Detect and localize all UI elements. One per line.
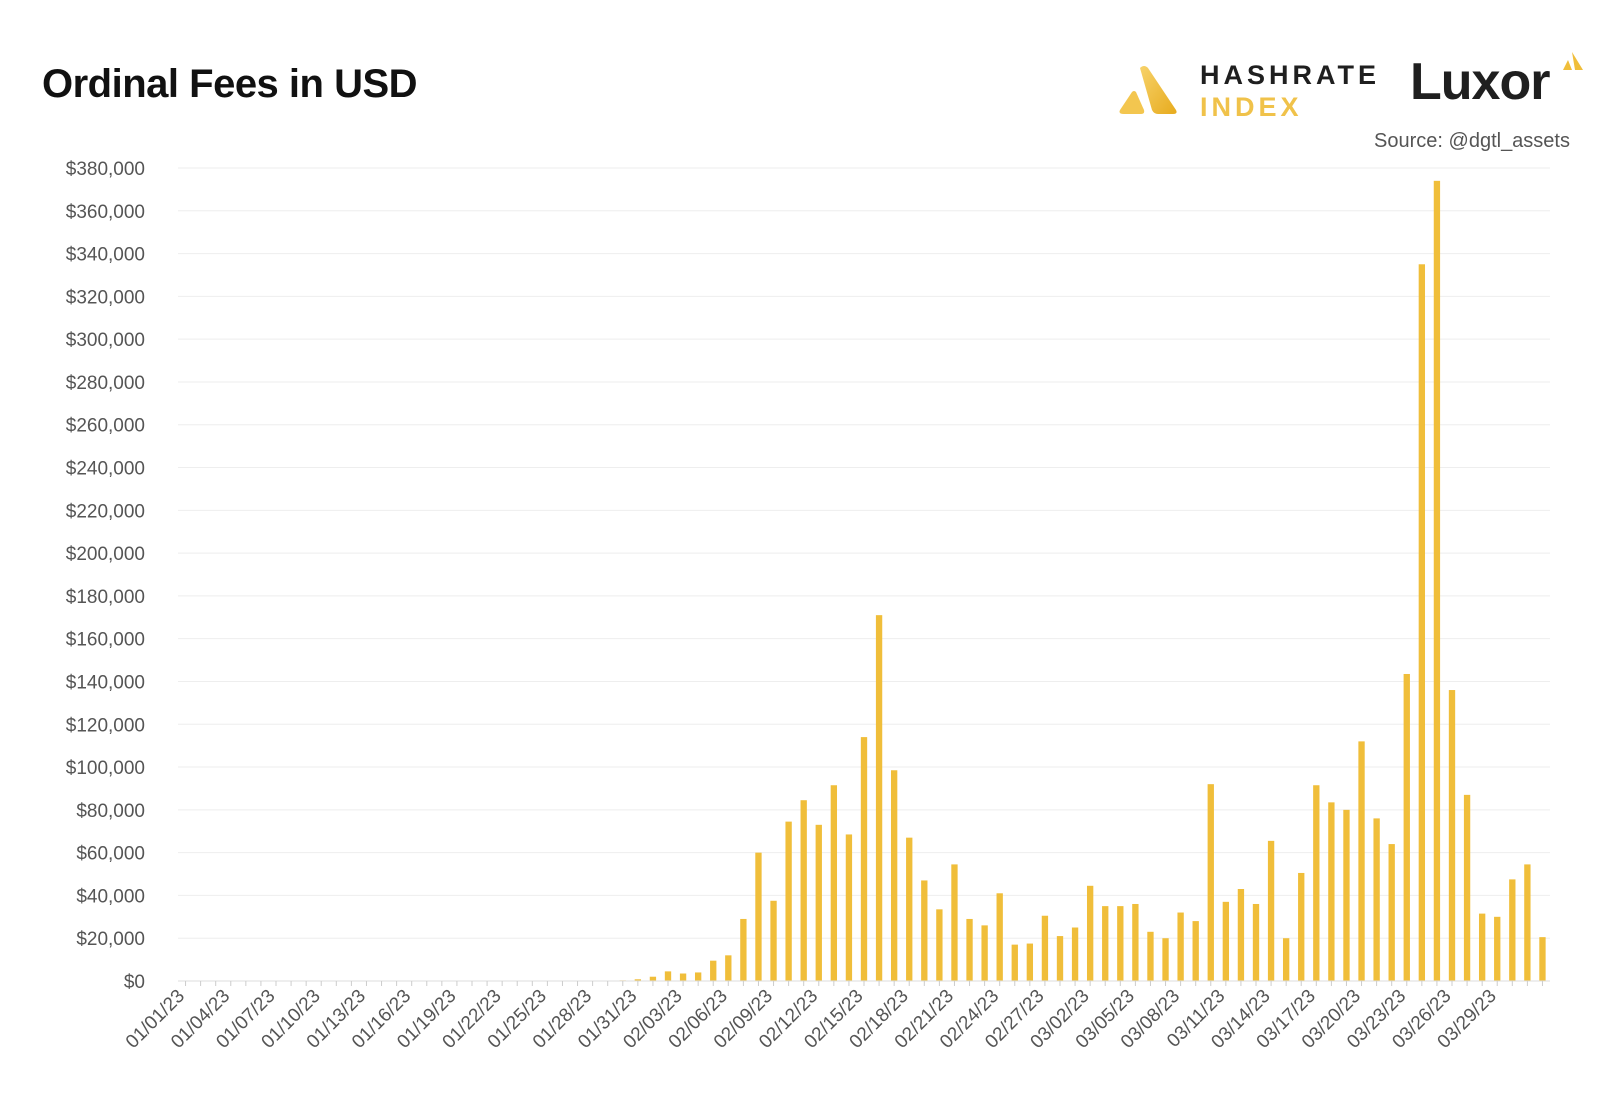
y-tick-label: $160,000 [66,630,145,651]
bar [1373,818,1380,981]
bar [634,979,642,981]
y-tick-label: $380,000 [66,159,145,180]
y-tick-label: $340,000 [66,245,145,266]
bar [921,880,928,981]
y-tick-label: $200,000 [66,544,145,565]
bar [1056,936,1064,981]
bar [710,960,717,981]
bar [1132,903,1139,981]
y-axis-tick-labels: $0 $20,000 $40,000 $60,000 $80,000 $100,000 $1… [66,159,145,993]
bar [966,918,973,981]
bar [1102,906,1109,981]
bar [1162,938,1169,981]
bar [1071,927,1079,981]
hashrate-index-icon [1119,66,1177,114]
y-tick-label: $40,000 [76,886,145,907]
chart-title: Ordinal Fees in USD [42,62,418,106]
y-tick-label: $220,000 [66,501,145,522]
y-tick-label: $0 [124,972,145,993]
bar [951,864,958,981]
bar [679,973,687,981]
source-note: Source: @dgtl_assets [1374,130,1570,152]
y-tick-label: $140,000 [66,672,145,693]
bar [785,821,792,981]
bar [1177,912,1184,981]
bar [1509,879,1516,981]
y-tick-label: $320,000 [66,287,145,308]
brand-hashrate-text: HASHRATE [1200,60,1380,90]
bar [1328,802,1335,981]
bar [740,918,747,981]
bar [1313,785,1320,981]
bar [1298,872,1305,981]
bar [1418,264,1426,981]
hashrate-index-logo: HASHRATE INDEX [1118,58,1378,122]
bar [1388,844,1395,981]
y-tick-label: $360,000 [66,202,145,223]
bar [725,955,732,981]
bar [1026,943,1034,981]
bar [1282,938,1290,981]
bar [1117,906,1124,981]
bar [1237,889,1245,981]
brand-luxor-text: Luxor [1410,53,1550,111]
bar [890,770,898,981]
bar [1011,944,1018,981]
bar [981,925,988,981]
x-axis: 01/01/2301/04/2301/07/2301/10/2301/13/23… [122,980,1550,1053]
bar [1358,741,1365,981]
bar [694,972,702,981]
bar [1222,901,1230,981]
bar [1252,903,1260,981]
luxor-icon [1563,52,1583,70]
y-tick-label: $20,000 [76,929,145,950]
bar [996,893,1003,981]
bar [664,971,672,981]
bar [906,837,913,981]
bar [1478,913,1486,981]
luxor-logo: Luxor [1410,52,1590,122]
bar [770,900,777,981]
bar [1147,931,1154,981]
bar [1524,864,1531,981]
bar [1192,921,1199,981]
y-tick-label: $240,000 [66,459,145,480]
bar [936,909,943,981]
y-tick-label: $120,000 [66,715,145,736]
brand-index-text: INDEX [1200,92,1303,122]
bars [604,180,1546,981]
bar [875,615,883,981]
bar [1539,937,1546,981]
bar [1041,915,1049,981]
y-tick-label: $260,000 [66,416,145,437]
bar [649,976,657,981]
bar [1267,840,1275,981]
bar [1494,916,1501,981]
bar [1433,180,1441,981]
y-tick-label: $100,000 [66,758,145,779]
bar [1463,794,1471,981]
bar [1086,885,1094,981]
y-tick-label: $80,000 [76,801,145,822]
bar [860,737,868,981]
bar [1343,809,1350,981]
y-tick-label: $300,000 [66,330,145,351]
bar [755,852,762,981]
y-tick-label: $280,000 [66,373,145,394]
bar [1448,690,1456,981]
y-tick-label: $60,000 [76,844,145,865]
bar [1207,784,1214,981]
y-tick-label: $180,000 [66,587,145,608]
bar [800,800,807,981]
bar [830,785,838,981]
bar [815,824,822,981]
bar [1403,673,1410,981]
bar [845,834,853,981]
